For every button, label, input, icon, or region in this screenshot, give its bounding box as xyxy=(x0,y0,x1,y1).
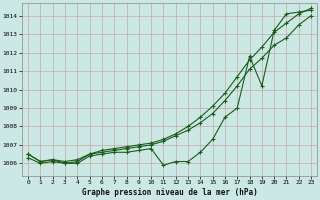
X-axis label: Graphe pression niveau de la mer (hPa): Graphe pression niveau de la mer (hPa) xyxy=(82,188,258,197)
